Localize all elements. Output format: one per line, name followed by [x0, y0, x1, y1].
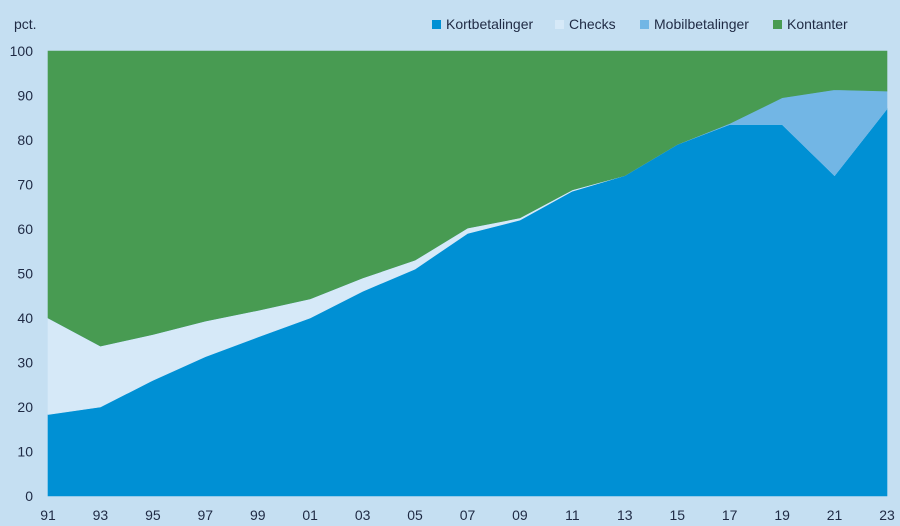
- y-tick-label: 100: [10, 43, 34, 59]
- legend-swatch-kontanter: [773, 20, 782, 29]
- legend-swatch-kortbetalinger: [432, 20, 441, 29]
- x-tick-label: 07: [460, 507, 476, 523]
- legend-label-kortbetalinger: Kortbetalinger: [446, 16, 534, 32]
- legend-label-mobilbetalinger: Mobilbetalinger: [654, 16, 749, 32]
- x-tick-label: 95: [145, 507, 161, 523]
- x-tick-label: 93: [93, 507, 109, 523]
- x-tick-label: 21: [827, 507, 843, 523]
- y-tick-label: 60: [17, 221, 33, 237]
- x-tick-label: 11: [565, 507, 580, 523]
- x-tick-label: 19: [774, 507, 790, 523]
- x-tick-label: 17: [722, 507, 738, 523]
- y-tick-label: 10: [17, 444, 33, 460]
- legend-swatch-mobilbetalinger: [640, 20, 649, 29]
- x-tick-label: 05: [407, 507, 423, 523]
- legend-label-checks: Checks: [569, 16, 616, 32]
- y-tick-label: 70: [17, 177, 33, 193]
- y-axis: 0 10 20 30 40 50 60 70 80 90 100: [10, 43, 34, 504]
- y-axis-unit-label: pct.: [14, 16, 37, 32]
- x-tick-label: 13: [617, 507, 633, 523]
- legend-label-kontanter: Kontanter: [787, 16, 848, 32]
- x-tick-label: 01: [302, 507, 318, 523]
- y-tick-label: 40: [17, 310, 33, 326]
- x-tick-label: 15: [669, 507, 685, 523]
- y-tick-label: 90: [17, 88, 33, 104]
- x-tick-label: 03: [355, 507, 371, 523]
- y-tick-label: 0: [25, 488, 33, 504]
- x-tick-label: 09: [512, 507, 528, 523]
- y-tick-label: 30: [17, 355, 33, 371]
- x-tick-label: 99: [250, 507, 266, 523]
- legend: Kortbetalinger Checks Mobilbetalinger Konta…: [432, 16, 848, 32]
- legend-swatch-checks: [555, 20, 564, 29]
- x-tick-label: 97: [198, 507, 214, 523]
- x-axis: 91 93 95 97 99 01 03 05 07 09 11 13 15 17 19 21 23: [40, 507, 895, 523]
- series-areas: [47, 50, 888, 497]
- x-tick-label: 23: [879, 507, 895, 523]
- y-tick-label: 80: [17, 132, 33, 148]
- y-tick-label: 50: [17, 266, 33, 282]
- y-tick-label: 20: [17, 399, 33, 415]
- area-kontanter: [47, 50, 888, 347]
- x-tick-label: 91: [40, 507, 56, 523]
